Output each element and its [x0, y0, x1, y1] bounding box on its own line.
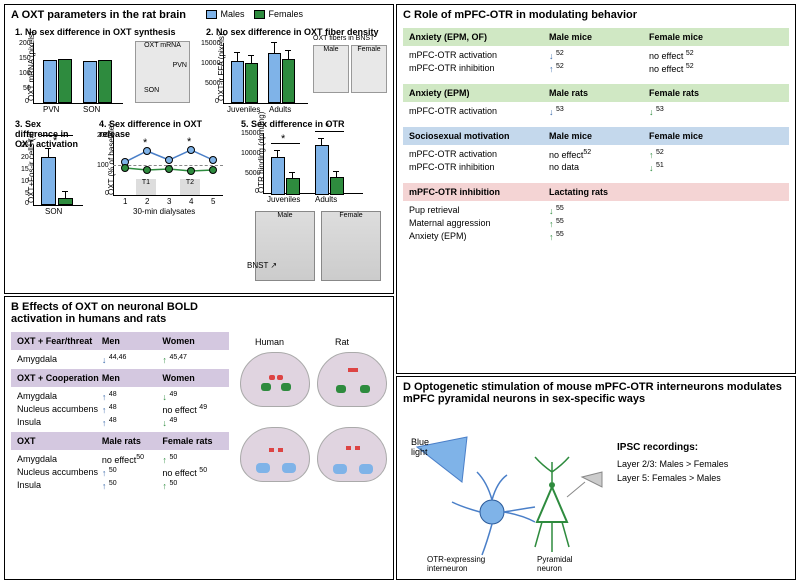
- table-row: Pup retrieval↓ 55: [397, 204, 795, 217]
- a2-img-f: Female: [351, 45, 387, 93]
- table-row: Maternal aggression↑ 55: [397, 217, 795, 230]
- a2-img-m: Male: [313, 45, 349, 93]
- table-row: mPFC-OTR inhibition↑ 52no effect 52: [397, 62, 795, 75]
- a5-cat1: Adults: [315, 195, 337, 204]
- female-swatch: [254, 10, 265, 19]
- panel-c-title: C Role of mPFC-OTR in modulating behavio…: [397, 5, 795, 25]
- table-row: Nucleus accumbens↑ 50no effect 50: [5, 466, 235, 479]
- a2-cat1: Adults: [269, 105, 291, 114]
- category-box: OXT + Fear/threatMenWomen: [11, 332, 229, 350]
- a5-img-f: Female: [321, 211, 381, 281]
- brain-human-1: [240, 352, 310, 407]
- panel-a: A OXT parameters in the rat brain Males …: [4, 4, 394, 294]
- category-box: Anxiety (EPM)Male ratsFemale rats: [403, 84, 789, 102]
- a5-m-lbl: Male: [256, 212, 314, 219]
- a1-img-title: OXT mRNA: [136, 42, 189, 49]
- b-rat-lbl: Rat: [335, 337, 349, 347]
- table-row: mPFC-OTR activation↓ 53↓ 53: [397, 105, 795, 118]
- table-row: Insula↑ 48↓ 49: [5, 416, 235, 429]
- a3-chart: OXT+Fos-ir cells (#) 2520151050 * SON: [33, 145, 83, 205]
- legend: Males Females: [206, 9, 303, 19]
- a1-img: OXT mRNA PVN SON: [135, 41, 190, 103]
- a1-cat0: PVN: [43, 105, 59, 114]
- panel-a-title: A OXT parameters in the rat brain: [5, 5, 393, 25]
- brain-rat-1: [317, 352, 387, 407]
- category-box: OXT + CooperationMenWomen: [11, 369, 229, 387]
- a4-chart: OXT (% of baseline) 2001000 T1 T2 ** 123…: [113, 135, 223, 203]
- a1-cat1: SON: [83, 105, 100, 114]
- a2-cat0: Juveniles: [227, 105, 260, 114]
- a5-f-lbl: Female: [322, 212, 380, 219]
- a2-m-label: Male: [314, 46, 348, 53]
- d-ipsc-l5: Layer 5: Females > Males: [617, 473, 721, 483]
- d-interneuron: OTR-expressing interneuron: [427, 555, 507, 573]
- panel-d-title: D Optogenetic stimulation of mouse mPFC-…: [397, 377, 795, 409]
- a2-img-title: OXT fibers in BNST: [313, 35, 374, 42]
- category-box: mPFC-OTR inhibitionLactating rats: [403, 183, 789, 201]
- category-box: OXTMale ratsFemale rats: [11, 432, 229, 450]
- panel-d: D Optogenetic stimulation of mouse mPFC-…: [396, 376, 796, 580]
- table-row: Amygdala↑ 48↓ 49: [5, 390, 235, 403]
- a2-f-label: Female: [352, 46, 386, 53]
- a3-cat: SON: [45, 207, 62, 216]
- a5-cat0: Juveniles: [267, 195, 300, 204]
- table-row: Nucleus accumbens↑ 48no effect 49: [5, 403, 235, 416]
- male-swatch: [206, 10, 217, 19]
- panel-b: B Effects of OXT on neuronal BOLD activa…: [4, 296, 394, 580]
- a5-bnst: BNST ↗: [247, 261, 277, 270]
- table-row: Amygdalano effect50↑ 50: [5, 453, 235, 466]
- a5-img-m: Male: [255, 211, 315, 281]
- a1-son: SON: [144, 87, 159, 94]
- d-ipsc-l23: Layer 2/3: Males > Females: [617, 459, 728, 469]
- brain-rat-2: [317, 427, 387, 482]
- table-row: Insula↑ 50↑ 50: [5, 479, 235, 492]
- d-pyramidal: Pyramidal neuron: [537, 555, 597, 573]
- panel-b-title: B Effects of OXT on neuronal BOLD activa…: [5, 297, 245, 329]
- table-row: mPFC-OTR activation↓ 52no effect 52: [397, 49, 795, 62]
- a2-chart: OXT-ir FFA (pixels) 150001000050000 Juve…: [223, 43, 308, 103]
- category-box: Sociosexual motivationMale miceFemale mi…: [403, 127, 789, 145]
- table-row: Amygdala↓ 44,46↑ 45,47: [5, 353, 235, 366]
- table-row: mPFC-OTR inhibitionno data↓ 51: [397, 161, 795, 174]
- brain-human-2: [240, 427, 310, 482]
- table-row: mPFC-OTR activationno effect52↑ 52: [397, 148, 795, 161]
- a1-chart: OXT mRNA (pixels) 200150100500 PVN SON: [33, 43, 123, 103]
- a1-pvn: PVN: [173, 62, 187, 69]
- b-human-lbl: Human: [255, 337, 284, 347]
- a5-chart: OTR binding (dpm/mg) 150001000050000 * *…: [263, 133, 363, 195]
- legend-female: Females: [268, 9, 303, 19]
- category-box: Anxiety (EPM, OF)Male miceFemale mice: [403, 28, 789, 46]
- panel-c: C Role of mPFC-OTR in modulating behavio…: [396, 4, 796, 374]
- a4-xlabel: 30-min dialysates: [133, 207, 195, 216]
- d-ipsc-title: IPSC recordings:: [617, 442, 698, 453]
- legend-male: Males: [220, 9, 244, 19]
- table-row: Anxiety (EPM)↑ 55: [397, 230, 795, 243]
- d-blue-light: Blue light: [411, 437, 446, 457]
